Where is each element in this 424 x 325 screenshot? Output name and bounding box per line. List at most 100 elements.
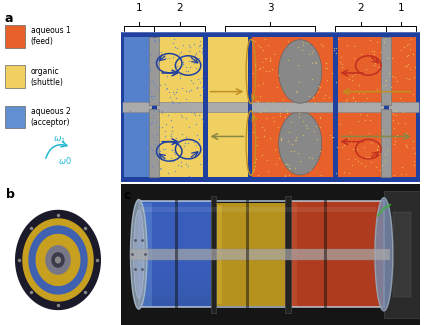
Bar bbox=[250, 109, 416, 177]
Bar bbox=[205, 109, 250, 177]
Bar bbox=[140, 207, 377, 212]
Bar bbox=[139, 201, 210, 276]
Bar bbox=[175, 200, 178, 309]
Bar bbox=[205, 37, 250, 105]
Bar bbox=[139, 201, 210, 225]
Bar bbox=[321, 201, 326, 307]
Bar bbox=[139, 201, 210, 234]
Bar bbox=[139, 201, 210, 302]
Bar bbox=[212, 205, 223, 304]
Bar bbox=[308, 201, 312, 307]
Bar bbox=[203, 37, 207, 177]
Polygon shape bbox=[36, 235, 80, 285]
Bar bbox=[139, 201, 210, 273]
Bar bbox=[287, 203, 297, 306]
Bar bbox=[298, 201, 303, 307]
Bar bbox=[381, 37, 391, 105]
Polygon shape bbox=[23, 219, 93, 301]
Bar bbox=[384, 191, 420, 318]
Bar bbox=[149, 109, 159, 177]
Bar bbox=[339, 201, 343, 307]
Bar bbox=[139, 201, 210, 282]
Bar bbox=[139, 201, 210, 245]
Bar bbox=[343, 201, 348, 307]
Bar bbox=[294, 201, 298, 307]
Bar bbox=[324, 200, 327, 309]
Bar bbox=[139, 201, 210, 259]
Bar bbox=[139, 201, 210, 268]
Bar bbox=[139, 201, 210, 307]
Ellipse shape bbox=[134, 210, 144, 298]
Bar bbox=[121, 102, 420, 112]
Text: 2: 2 bbox=[357, 3, 364, 13]
Bar bbox=[139, 201, 210, 256]
Bar bbox=[285, 196, 290, 313]
Bar bbox=[330, 201, 335, 307]
Text: aqueous 1
(feed): aqueous 1 (feed) bbox=[31, 26, 71, 46]
Text: 1: 1 bbox=[136, 3, 143, 13]
Polygon shape bbox=[16, 211, 100, 309]
Bar bbox=[285, 201, 290, 307]
Bar bbox=[348, 201, 352, 307]
Text: aqueous 2
(acceptor): aqueous 2 (acceptor) bbox=[31, 107, 71, 127]
Text: $\omega 0$: $\omega 0$ bbox=[59, 155, 72, 166]
Bar bbox=[139, 201, 210, 305]
Bar bbox=[211, 196, 216, 313]
Bar bbox=[139, 201, 210, 307]
Bar bbox=[303, 201, 308, 307]
Bar bbox=[149, 37, 159, 105]
Bar bbox=[139, 201, 210, 262]
Text: 1: 1 bbox=[398, 3, 404, 13]
Bar bbox=[333, 37, 338, 177]
Bar bbox=[124, 37, 154, 105]
Bar bbox=[121, 32, 420, 182]
Polygon shape bbox=[56, 257, 60, 263]
Bar bbox=[139, 201, 210, 231]
FancyBboxPatch shape bbox=[5, 106, 25, 128]
Polygon shape bbox=[279, 113, 322, 175]
Bar bbox=[139, 201, 210, 296]
Polygon shape bbox=[52, 253, 64, 267]
Bar bbox=[246, 200, 249, 309]
Bar bbox=[290, 201, 294, 307]
Bar bbox=[381, 109, 391, 177]
FancyBboxPatch shape bbox=[5, 65, 25, 88]
Bar bbox=[130, 249, 390, 260]
Bar bbox=[139, 201, 210, 299]
Text: organic
(shuttle): organic (shuttle) bbox=[31, 67, 64, 87]
Polygon shape bbox=[46, 246, 70, 274]
Bar bbox=[384, 37, 389, 177]
Bar bbox=[140, 203, 152, 306]
Bar bbox=[154, 37, 205, 105]
Text: c: c bbox=[124, 189, 131, 202]
Bar bbox=[139, 201, 210, 285]
Bar bbox=[124, 109, 154, 177]
Bar bbox=[139, 201, 210, 288]
Bar bbox=[139, 201, 210, 251]
Text: 3: 3 bbox=[267, 3, 273, 13]
FancyBboxPatch shape bbox=[5, 25, 25, 48]
Bar bbox=[139, 201, 210, 271]
Bar bbox=[152, 37, 157, 177]
Text: a: a bbox=[5, 12, 13, 25]
Bar bbox=[312, 201, 317, 307]
Bar bbox=[393, 212, 411, 297]
Bar bbox=[139, 201, 210, 248]
Bar bbox=[139, 201, 384, 307]
Bar bbox=[139, 201, 210, 290]
Bar bbox=[248, 37, 252, 177]
Bar bbox=[285, 201, 384, 307]
Bar bbox=[139, 201, 210, 279]
Bar bbox=[139, 201, 210, 293]
Text: 2: 2 bbox=[176, 3, 183, 13]
Bar bbox=[211, 203, 285, 306]
Polygon shape bbox=[279, 40, 322, 103]
Bar bbox=[139, 201, 210, 254]
Bar bbox=[139, 201, 210, 228]
Text: $\omega_1$: $\omega_1$ bbox=[53, 135, 66, 145]
Bar bbox=[139, 201, 210, 237]
Bar bbox=[326, 201, 330, 307]
Bar bbox=[317, 201, 321, 307]
Polygon shape bbox=[29, 226, 87, 294]
Bar bbox=[139, 201, 210, 265]
